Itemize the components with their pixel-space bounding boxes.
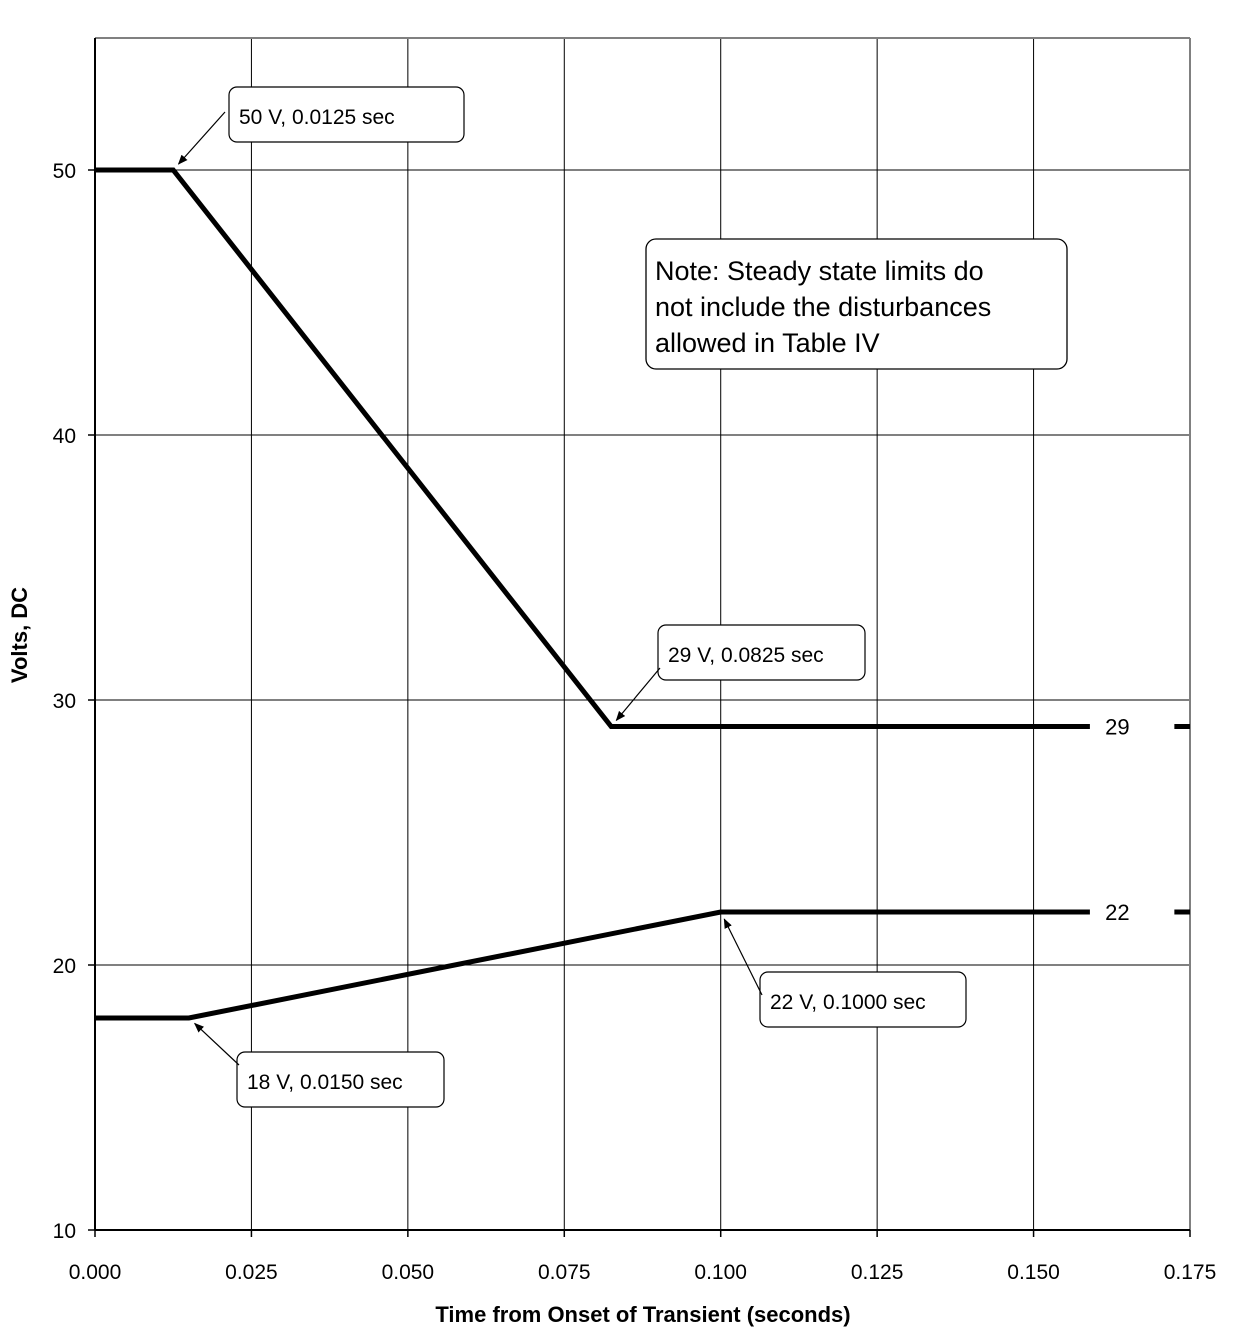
callout-box (657, 624, 866, 681)
y-axis-ticks: 10 20 30 40 50 (53, 160, 95, 1243)
callout-box (759, 971, 967, 1028)
series-end-label-1: 29 (1105, 715, 1129, 740)
axes (94, 37, 1191, 1231)
x-tick-label: 0.000 (69, 1261, 122, 1284)
callout-label: 50 V, 0.0125 sec (239, 106, 395, 129)
y-tick-label: 50 (53, 160, 76, 183)
callouts: 50 V, 0.0125 sec 29 V, 0.0825 sec 22 V, 0.… (177, 86, 967, 1108)
callout-2: 29 V, 0.0825 sec (615, 624, 866, 722)
callout-1: 50 V, 0.0125 sec (177, 86, 465, 165)
note-line: allowed in Table IV (655, 328, 880, 358)
callout-arrow (723, 918, 763, 996)
callout-arrow (615, 667, 661, 722)
x-axis-title: Time from Onset of Transient (seconds) (435, 1302, 850, 1327)
x-tick-label: 0.050 (382, 1261, 435, 1284)
x-tick-label: 0.025 (225, 1261, 278, 1284)
note-line: not include the disturbances (655, 292, 991, 322)
y-tick-label: 30 (53, 690, 76, 713)
callout-arrow (177, 111, 226, 165)
series-line-2 (95, 909, 1090, 1021)
callout-label: 22 V, 0.1000 sec (770, 991, 926, 1014)
x-tick-label: 0.125 (851, 1261, 904, 1284)
y-tick-label: 20 (53, 955, 76, 978)
y-axis-title: Volts, DC (7, 587, 32, 683)
callout-3: 22 V, 0.1000 sec (723, 918, 967, 1028)
x-tick-label: 0.075 (538, 1261, 591, 1284)
note-frame (645, 238, 1068, 370)
x-tick-label: 0.175 (1164, 1261, 1217, 1284)
note-line: Note: Steady state limits do (655, 256, 984, 286)
note-box: Note: Steady state limits do not include … (645, 238, 1068, 370)
callout-4: 18 V, 0.0150 sec (193, 1022, 445, 1108)
callout-label: 29 V, 0.0825 sec (668, 644, 824, 667)
grid (95, 38, 1191, 1230)
y-tick-label: 40 (53, 425, 76, 448)
callout-label: 18 V, 0.0150 sec (247, 1071, 403, 1094)
series-lines: 29 22 (95, 167, 1190, 1021)
series-line-1 (95, 167, 1090, 729)
x-tick-label: 0.150 (1007, 1261, 1060, 1284)
callout-box (236, 1051, 445, 1108)
series-end-label-2: 22 (1105, 900, 1129, 925)
callout-box (228, 86, 465, 143)
callout-arrow (193, 1022, 240, 1066)
y-tick-label: 10 (53, 1220, 76, 1243)
x-tick-label: 0.100 (694, 1261, 747, 1284)
x-axis-ticks: 0.000 0.025 0.050 0.075 0.100 0.125 0.150 0.175 (69, 1230, 1217, 1284)
